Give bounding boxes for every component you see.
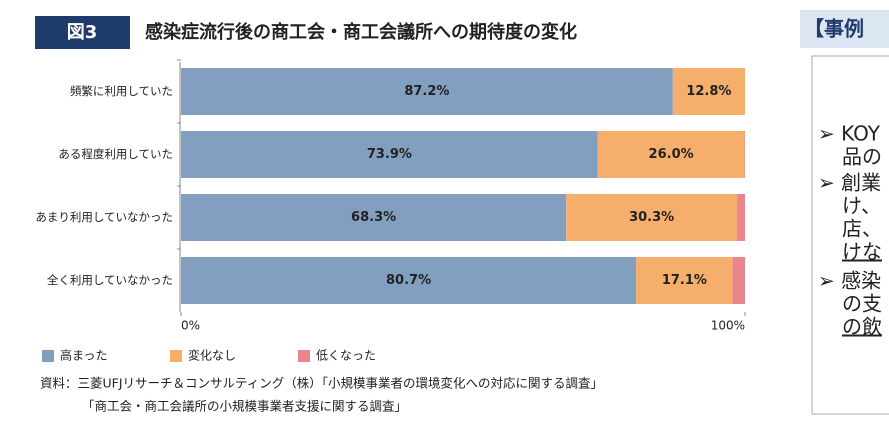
value-label: 17.1%	[662, 273, 707, 288]
panel-line: ➢ 感染	[818, 269, 881, 293]
panel-line: 品の	[842, 145, 882, 169]
panel-line: 店、	[842, 217, 882, 241]
source-line: 資料：三菱UFJリサーチ＆コンサルティング（株）「小規模事業者の環境変化への対応…	[40, 376, 603, 391]
legend-label: 低くなった	[316, 349, 376, 363]
value-label: 30.3%	[629, 210, 674, 225]
panel-heading-box	[800, 10, 889, 48]
bar-segment	[181, 257, 637, 304]
bar-segment	[566, 194, 738, 241]
bar-segment	[181, 131, 598, 178]
bar-segment	[181, 194, 567, 241]
value-label: 68.3%	[351, 210, 396, 225]
legend-swatch	[42, 350, 54, 362]
x-tick-label: 100%	[711, 319, 745, 333]
figure-label: 図3	[67, 22, 98, 43]
bar-segment	[744, 131, 745, 178]
legend-swatch	[298, 350, 310, 362]
legend-swatch	[170, 350, 182, 362]
source-line: 「商工会・商工会議所の小規模事業者支援に関する調査」	[82, 399, 407, 414]
bar-segment	[597, 131, 745, 178]
figure-badge	[35, 16, 130, 49]
value-label: 73.9%	[367, 147, 412, 162]
bar-segment	[181, 68, 673, 115]
y-tick-label: あまり利用していなかった	[35, 210, 173, 224]
chart-title: 感染症流行後の商工会・商工会議所への期待度の変化	[145, 21, 577, 43]
panel-line: け、	[842, 194, 881, 218]
panel-line: の飲	[842, 315, 882, 339]
panel-box	[811, 55, 889, 415]
panel-line: の支	[842, 292, 882, 316]
y-tick-label: ある程度利用していた	[58, 147, 173, 161]
bar-segment	[737, 194, 745, 241]
value-label: 87.2%	[404, 84, 449, 99]
bar-segment	[672, 68, 745, 115]
value-label: 12.8%	[686, 84, 731, 99]
y-tick-label: 頻繁に利用していた	[70, 84, 173, 98]
value-label: 26.0%	[649, 147, 694, 162]
legend-label: 高まった	[60, 348, 108, 363]
y-tick-label: 全く利用していなかった	[47, 273, 173, 287]
panel-line: けな	[842, 240, 882, 264]
panel-line: ➢ KOY	[818, 122, 881, 146]
x-tick-label: 0%	[181, 319, 200, 333]
panel-heading: 【事例	[804, 17, 864, 41]
panel-line: ➢ 創業	[818, 171, 881, 195]
bar-segment	[636, 257, 733, 304]
bar-segment	[732, 257, 745, 304]
legend-label: 変化なし	[188, 348, 236, 363]
value-label: 80.7%	[386, 273, 431, 288]
